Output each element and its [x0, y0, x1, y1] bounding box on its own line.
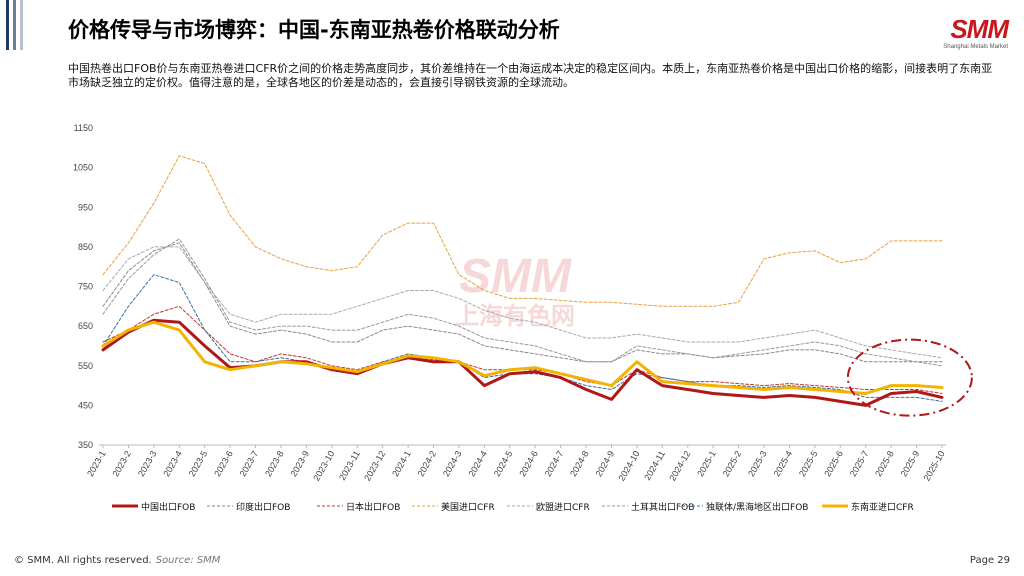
x-tick-label: 2024-7 [543, 449, 566, 478]
legend-item: 土耳其出口FOB [602, 498, 694, 514]
x-tick-label: 2023-6 [212, 449, 235, 478]
x-tick-label: 2023-3 [136, 449, 159, 478]
x-tick-label: 2025-5 [797, 449, 820, 478]
source-text: Source: SMM [155, 555, 221, 566]
highlight-ellipse [846, 338, 973, 417]
x-tick-label: 2024-4 [466, 449, 489, 478]
chart-legend: 中国出口FOB 印度出口FOB 日本出口FOB 美国进口CFR 欧盟进口CFR 土耳其出口… [112, 498, 932, 514]
y-tick-label: 950 [78, 202, 93, 212]
y-tick-label: 850 [78, 242, 93, 252]
y-tick-label: 1150 [74, 123, 93, 133]
x-tick-label: 2025-8 [873, 449, 896, 478]
y-tick-label: 450 [78, 400, 93, 410]
legend-label: 日本出口FOB [346, 502, 401, 513]
series-line-4 [102, 246, 943, 359]
x-tick-label: 2025-9 [899, 449, 922, 478]
x-tick-label: 2024-12 [667, 449, 692, 483]
x-tick-label: 2023-1 [85, 449, 108, 478]
y-tick-label: 650 [78, 321, 93, 331]
legend-label: 中国出口FOB [141, 502, 196, 513]
page-title: 价格传导与市场博弈：中国-东南亚热卷价格联动分析 [68, 18, 560, 42]
x-tick-label: 2025-1 [695, 449, 718, 478]
series-line-7 [101, 320, 944, 395]
series-line-6 [102, 274, 943, 402]
x-tick-label: 2025-3 [746, 449, 769, 478]
legend-label: 东南亚进口CFR [851, 502, 914, 513]
legend-item: 日本出口FOB [317, 498, 400, 514]
legend-label: 独联体/黑海地区出口FOB [706, 502, 809, 513]
y-tick-label: 1050 [73, 163, 93, 173]
copyright-text: © SMM. All rights reserved. [14, 555, 152, 566]
x-tick-label: 2023-5 [187, 449, 210, 478]
legend-item: 独联体/黑海地区出口FOB [677, 498, 808, 514]
description-text: 中国热卷出口FOB价与东南亚热卷进口CFR价之间的价格走势高度同步，其价差维持在… [68, 62, 993, 89]
x-tick-label: 2025-7 [848, 449, 871, 478]
x-tick-label: 2024-6 [517, 449, 540, 478]
logo-subtext: Shanghai Metals Market [943, 44, 1008, 50]
x-tick-label: 2023-7 [238, 449, 261, 478]
x-tick-label: 2025-4 [772, 449, 795, 478]
legend-swatch [112, 504, 138, 508]
y-tick-label: 550 [78, 361, 93, 371]
x-tick-label: 2023-4 [161, 449, 184, 478]
x-tick-label: 2023-9 [288, 449, 311, 478]
x-tick-label: 2024-1 [390, 449, 413, 478]
legend-swatch [822, 504, 848, 508]
smm-logo: SMM Shanghai Metals Market [918, 14, 1009, 56]
series-line-3 [102, 155, 943, 307]
x-tick-label: 2024-11 [642, 449, 667, 482]
legend-item: 印度出口FOB [207, 498, 290, 514]
x-tick-label: 2024-2 [416, 449, 439, 478]
legend-swatch [507, 505, 533, 507]
x-tick-label: 2023-8 [263, 449, 286, 478]
page-number: Page 29 [969, 555, 1010, 566]
y-tick-label: 350 [78, 440, 93, 450]
footer-copyright: © SMM. All rights reserved. Source: SMM [14, 555, 220, 566]
legend-swatch [412, 505, 438, 507]
x-tick-label: 2024-5 [492, 449, 515, 478]
sidebar-stripe-2 [13, 0, 16, 50]
watermark-text: SMM [459, 250, 572, 303]
x-tick-label: 2025-6 [822, 449, 845, 478]
legend-label: 印度出口FOB [236, 502, 291, 513]
x-tick-label: 2023-2 [110, 449, 133, 478]
series-line-1 [102, 242, 943, 363]
sidebar-stripe-1 [6, 0, 9, 50]
series-line-0 [101, 318, 944, 407]
legend-label: 欧盟进口CFR [536, 502, 590, 513]
series-line-2 [102, 305, 943, 394]
x-tick-label: 2023-10 [311, 449, 336, 483]
sidebar-stripe-3 [20, 0, 23, 50]
x-tick-label: 2023-11 [337, 449, 362, 482]
x-tick-label: 2024-3 [441, 449, 464, 478]
legend-label: 美国进口CFR [441, 502, 495, 513]
legend-item: 美国进口CFR [412, 498, 495, 514]
watermark: SMM 上海有色网 [455, 250, 575, 330]
x-tick-label: 2023-12 [362, 449, 387, 483]
x-tick-label: 2025-2 [721, 449, 744, 478]
legend-swatch [602, 505, 628, 507]
x-tick-label: 2024-8 [568, 449, 591, 478]
x-tick-label: 2024-9 [594, 449, 617, 478]
series-line-5 [102, 238, 943, 367]
x-tick-label: 2025-10 [922, 449, 947, 483]
legend-item: 欧盟进口CFR [507, 498, 590, 514]
legend-swatch [677, 505, 703, 507]
legend-swatch [317, 505, 343, 507]
x-tick-label: 2024-10 [616, 449, 641, 483]
legend-item: 中国出口FOB [112, 498, 195, 514]
legend-label: 土耳其出口FOB [631, 502, 695, 513]
legend-item: 东南亚进口CFR [822, 498, 914, 514]
watermark-subtext: 上海有色网 [455, 302, 575, 330]
y-tick-label: 750 [78, 282, 93, 292]
logo-text: SMM [950, 14, 1009, 44]
legend-swatch [207, 505, 233, 507]
